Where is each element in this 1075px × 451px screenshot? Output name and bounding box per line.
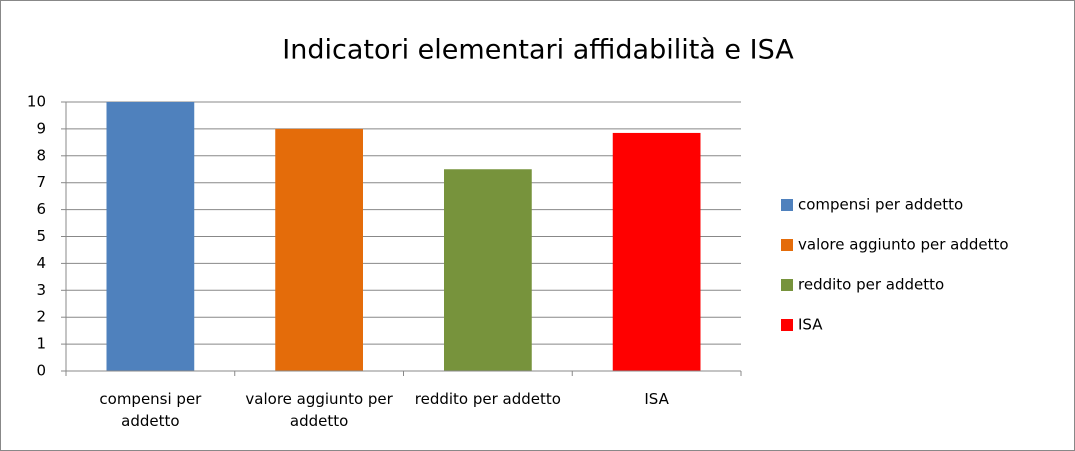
x-tick-label: compensi per addetto [99, 390, 202, 430]
legend-swatch [781, 239, 793, 251]
y-tick-label: 8 [36, 146, 46, 164]
legend-swatch [781, 319, 793, 331]
legend-label: compensi per addetto [798, 196, 963, 214]
y-tick-label: 2 [36, 308, 46, 326]
legend-swatch [781, 279, 793, 291]
y-tick-label: 5 [36, 227, 46, 245]
y-tick-label: 9 [36, 119, 46, 137]
y-tick-label: 10 [27, 93, 46, 111]
x-tick-label: valore aggiunto per addetto [245, 390, 393, 430]
x-tick-label: reddito per addetto [414, 390, 561, 408]
y-tick-label: 7 [36, 173, 46, 191]
y-tick-label: 6 [36, 200, 46, 218]
legend-label: valore aggiunto per addetto [798, 236, 1009, 254]
y-tick-label: 4 [36, 254, 46, 272]
bar [275, 128, 363, 371]
y-tick-label: 3 [36, 281, 46, 299]
chart-title: Indicatori elementari affidabilità e ISA [282, 35, 794, 66]
legend-label: ISA [798, 316, 823, 334]
bar [106, 102, 195, 371]
y-tick-label: 1 [36, 335, 46, 353]
y-tick-label: 0 [36, 362, 46, 380]
x-tick-label: ISA [644, 390, 669, 408]
bar [612, 132, 701, 371]
legend-swatch [781, 199, 793, 211]
bar [444, 169, 532, 371]
legend-label: reddito per addetto [798, 276, 944, 294]
